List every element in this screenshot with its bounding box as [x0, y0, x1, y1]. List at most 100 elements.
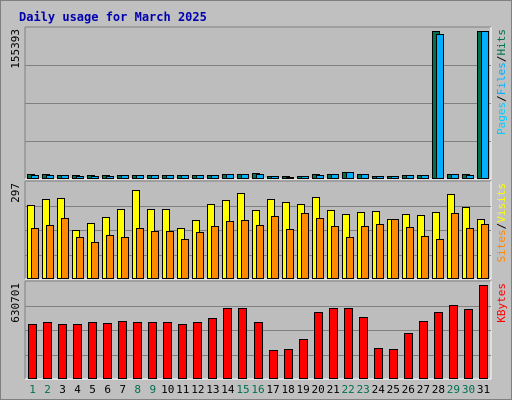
- bottom-kbytes-bar-28: [434, 312, 443, 379]
- legend-files: Files: [495, 62, 508, 95]
- middle-sites-bar-24: [376, 224, 384, 279]
- top-files-bar-3: [61, 175, 69, 179]
- top-files-bar-13: [211, 175, 219, 179]
- top-files-bar-19: [301, 176, 309, 179]
- middle-legend-separator-1: /: [495, 223, 508, 230]
- middle-sites-bar-28: [436, 239, 444, 279]
- top-files-bar-7: [121, 175, 129, 179]
- top-files-bar-8: [136, 175, 144, 179]
- top-legend: Pages/Files/Hits: [495, 29, 508, 135]
- bottom-kbytes-bar-25: [389, 349, 398, 379]
- top-files-bar-31: [481, 31, 489, 179]
- top-files-bar-23: [361, 174, 369, 179]
- bottom-kbytes-bar-27: [419, 321, 428, 379]
- bottom-kbytes-bar-1: [28, 324, 37, 379]
- top-max-label: 155393: [9, 29, 22, 69]
- top-files-bar-9: [151, 175, 159, 179]
- middle-sites-bar-17: [271, 216, 279, 279]
- middle-sites-bar-25: [391, 219, 399, 279]
- middle-sites-bar-4: [76, 237, 84, 279]
- top-files-bar-6: [106, 176, 114, 179]
- day-label-18: 18: [281, 383, 294, 396]
- chart-title: Daily usage for March 2025: [19, 10, 207, 24]
- top-files-bar-24: [376, 176, 384, 179]
- bottom-kbytes-bar-31: [479, 285, 488, 379]
- middle-legend: Sites/Visits: [495, 183, 508, 263]
- top-files-bar-20: [316, 175, 324, 179]
- top-files-bar-28: [436, 34, 444, 179]
- top-files-bar-21: [331, 174, 339, 179]
- middle-sites-bar-8: [136, 228, 144, 279]
- day-label-2: 2: [44, 383, 51, 396]
- bottom-kbytes-bar-4: [73, 324, 82, 379]
- top-files-bar-14: [226, 174, 234, 179]
- middle-panel: 297 Sites/Visits: [9, 180, 508, 280]
- top-files-bar-2: [46, 175, 54, 179]
- day-label-14: 14: [221, 383, 235, 396]
- middle-sites-bar-1: [31, 228, 39, 279]
- day-label-9: 9: [149, 383, 156, 396]
- day-label-23: 23: [357, 383, 370, 396]
- middle-max-label: 297: [9, 183, 22, 203]
- day-label-30: 30: [462, 383, 475, 396]
- day-label-8: 8: [134, 383, 141, 396]
- day-label-26: 26: [402, 383, 415, 396]
- day-label-29: 29: [447, 383, 460, 396]
- middle-sites-bar-19: [301, 213, 309, 279]
- day-label-5: 5: [89, 383, 96, 396]
- middle-sites-bar-5: [91, 242, 99, 279]
- middle-sites-bar-31: [481, 224, 489, 279]
- legend-pages: Pages: [495, 102, 508, 135]
- day-label-19: 19: [296, 383, 309, 396]
- bottom-kbytes-bar-5: [88, 322, 97, 379]
- top-files-bar-4: [76, 176, 84, 179]
- bottom-kbytes-bar-7: [118, 321, 127, 379]
- bottom-kbytes-bar-18: [284, 349, 293, 379]
- day-label-13: 13: [206, 383, 219, 396]
- bottom-kbytes-bar-12: [193, 322, 202, 379]
- middle-sites-bar-16: [256, 225, 264, 279]
- day-label-6: 6: [104, 383, 111, 396]
- day-label-25: 25: [387, 383, 400, 396]
- legend-sites: Sites: [495, 229, 508, 262]
- middle-sites-bar-23: [361, 226, 369, 279]
- top-files-bar-12: [196, 175, 204, 179]
- top-files-bar-18: [286, 177, 294, 179]
- day-label-27: 27: [417, 383, 430, 396]
- legend-hits: Hits: [495, 29, 508, 56]
- top-files-bar-10: [166, 175, 174, 179]
- day-label-3: 3: [59, 383, 66, 396]
- bottom-max-label: 630701: [9, 283, 22, 323]
- day-label-12: 12: [191, 383, 204, 396]
- bottom-kbytes-bar-10: [163, 322, 172, 379]
- day-label-17: 17: [266, 383, 279, 396]
- middle-sites-bar-30: [466, 228, 474, 279]
- middle-sites-bar-2: [46, 225, 54, 279]
- chart-panels: 155393Pages/Files/Hits297Sites/Visits630…: [9, 26, 508, 396]
- bottom-kbytes-bar-24: [374, 348, 383, 379]
- middle-sites-bar-18: [286, 229, 294, 279]
- top-files-bar-30: [466, 175, 474, 179]
- bottom-kbytes-bar-23: [359, 317, 368, 379]
- middle-sites-bar-14: [226, 221, 234, 279]
- middle-sites-bar-29: [451, 213, 459, 279]
- day-label-7: 7: [119, 383, 126, 396]
- day-label-24: 24: [372, 383, 386, 396]
- middle-sites-bar-9: [151, 231, 159, 279]
- top-legend-separator-1: /: [495, 95, 508, 102]
- day-label-21: 21: [327, 383, 340, 396]
- top-files-bar-27: [421, 175, 429, 179]
- bottom-kbytes-bar-21: [329, 308, 338, 379]
- bottom-kbytes-bar-19: [299, 339, 308, 379]
- day-label-16: 16: [251, 383, 264, 396]
- top-files-bar-16: [256, 174, 264, 179]
- bottom-kbytes-bar-2: [43, 322, 52, 379]
- day-labels: 1 2 3 4 5 6 7 8 9 10 11 12 13 14 15 16 17 18 19 20 21 22 23 24 2…: [29, 383, 490, 396]
- top-files-bar-17: [271, 176, 279, 179]
- day-label-28: 28: [432, 383, 445, 396]
- bottom-kbytes-bar-13: [208, 318, 217, 379]
- legend-kbytes: KBytes: [495, 283, 508, 323]
- day-label-20: 20: [311, 383, 324, 396]
